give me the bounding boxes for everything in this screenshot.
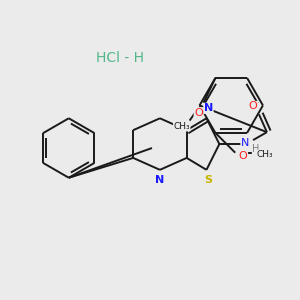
Text: HCl - H: HCl - H: [96, 51, 144, 65]
Text: O: O: [249, 101, 257, 111]
Text: H: H: [252, 144, 260, 154]
Text: CH₃: CH₃: [256, 150, 273, 159]
Text: N: N: [155, 175, 164, 185]
Text: O: O: [194, 108, 203, 118]
Text: N: N: [241, 138, 249, 148]
Text: N: N: [204, 103, 213, 113]
Text: O: O: [239, 151, 248, 161]
Text: CH₃: CH₃: [173, 122, 190, 131]
Text: S: S: [205, 175, 212, 185]
